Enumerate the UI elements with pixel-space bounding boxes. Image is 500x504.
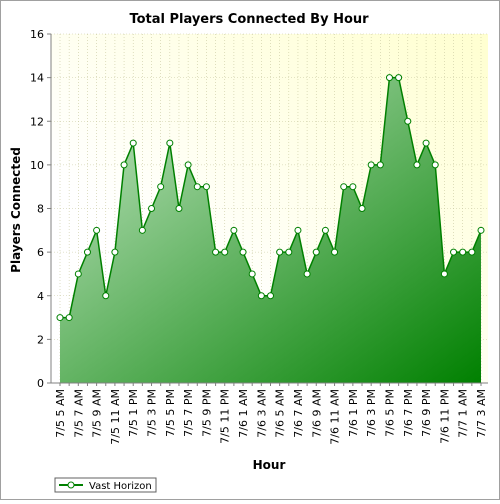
series-markers	[56, 74, 485, 322]
data-point	[367, 161, 375, 169]
data-point	[65, 314, 73, 322]
data-point	[111, 248, 119, 256]
data-point	[221, 248, 229, 256]
x-tick-label: 7/5 11 PM	[219, 389, 232, 444]
data-point	[303, 270, 311, 278]
data-point	[56, 314, 64, 322]
data-point	[349, 183, 357, 191]
x-tick-label: 7/6 5 PM	[383, 389, 396, 437]
data-point	[422, 139, 430, 147]
x-tick-label: 7/7 1 AM	[457, 389, 470, 438]
data-point	[450, 248, 458, 256]
data-point	[321, 226, 329, 234]
data-point	[358, 205, 366, 212]
data-point	[257, 292, 265, 300]
legend-marker	[67, 481, 75, 489]
x-tick-label: 7/5 7 AM	[72, 389, 85, 438]
x-tick-label: 7/6 3 PM	[365, 389, 378, 437]
y-tick-label: 14	[30, 72, 44, 85]
x-tick-label: 7/5 5 PM	[164, 389, 177, 437]
data-point	[102, 292, 110, 300]
x-tick-label: 7/6 5 AM	[274, 389, 287, 438]
data-point	[74, 270, 82, 278]
y-tick-label: 16	[30, 28, 44, 41]
data-point	[230, 226, 238, 234]
x-tick-label: 7/5 9 PM	[200, 389, 213, 437]
data-point	[477, 226, 485, 234]
data-point	[294, 226, 302, 234]
x-axis-label: Hour	[253, 458, 286, 472]
x-tick-label: 7/6 1 AM	[237, 389, 250, 438]
data-point	[431, 161, 439, 169]
x-tick-label: 7/5 5 AM	[54, 389, 67, 438]
x-tick-label: 7/6 9 PM	[420, 389, 433, 437]
x-tick-label: 7/6 1 PM	[347, 389, 360, 437]
x-tick-label: 7/7 3 AM	[475, 389, 488, 438]
series-area	[60, 77, 481, 383]
y-tick-label: 10	[30, 159, 44, 172]
chart-title: Total Players Connected By Hour	[129, 12, 369, 27]
data-point	[248, 270, 256, 278]
y-tick-label: 6	[37, 246, 44, 259]
y-tick-label: 12	[30, 115, 44, 128]
x-tick-label: 7/6 11 AM	[329, 389, 342, 445]
y-axis-label: Players Connected	[9, 147, 23, 273]
data-point	[93, 226, 101, 234]
x-tick-label: 7/6 7 AM	[292, 389, 305, 438]
data-point	[166, 139, 174, 147]
y-tick-label: 0	[37, 377, 44, 390]
y-tick-label: 4	[37, 290, 44, 303]
x-tick-label: 7/5 7 PM	[182, 389, 195, 437]
data-point	[157, 183, 165, 191]
x-tick-label: 7/6 11 PM	[438, 389, 451, 444]
data-point	[148, 205, 156, 212]
x-tick-label: 7/6 7 PM	[402, 389, 415, 437]
data-point	[312, 248, 320, 256]
legend: Vast Horizon	[54, 477, 157, 493]
x-tick-label: 7/5 11 AM	[109, 389, 122, 445]
data-point	[376, 161, 384, 169]
data-point	[440, 270, 448, 278]
y-tick-label: 8	[37, 203, 44, 216]
data-point	[459, 248, 467, 256]
data-point	[331, 248, 339, 256]
data-point	[212, 248, 220, 256]
data-point	[413, 161, 421, 169]
data-point	[83, 248, 91, 256]
y-axis-ticks: 0 2 4 6 8 10 12 14 16	[30, 28, 51, 390]
data-point	[175, 205, 183, 212]
data-point	[120, 161, 128, 169]
data-point	[138, 226, 146, 234]
data-point	[395, 74, 403, 82]
legend-label: Vast Horizon	[89, 481, 152, 492]
data-point	[184, 161, 192, 169]
data-point	[193, 183, 201, 191]
x-tick-label: 7/5 1 PM	[127, 389, 140, 437]
x-axis-ticks: 7/5 5 AM 7/5 7 AM 7/5 9 AM 7/5 11 AM 7/5 1 P…	[54, 383, 488, 445]
y-tick-label: 2	[37, 333, 44, 346]
x-tick-label: 7/6 9 AM	[310, 389, 323, 438]
data-point	[404, 117, 412, 125]
data-point	[202, 183, 210, 191]
data-point	[468, 248, 476, 256]
data-point	[285, 248, 293, 256]
x-tick-label: 7/6 3 AM	[255, 389, 268, 438]
data-point	[340, 183, 348, 191]
data-point	[385, 74, 393, 82]
data-point	[267, 292, 274, 300]
data-point	[276, 248, 284, 256]
data-point	[239, 248, 247, 256]
x-tick-label: 7/5 9 AM	[91, 389, 104, 438]
data-point	[129, 139, 137, 147]
x-tick-label: 7/5 3 PM	[146, 389, 159, 437]
